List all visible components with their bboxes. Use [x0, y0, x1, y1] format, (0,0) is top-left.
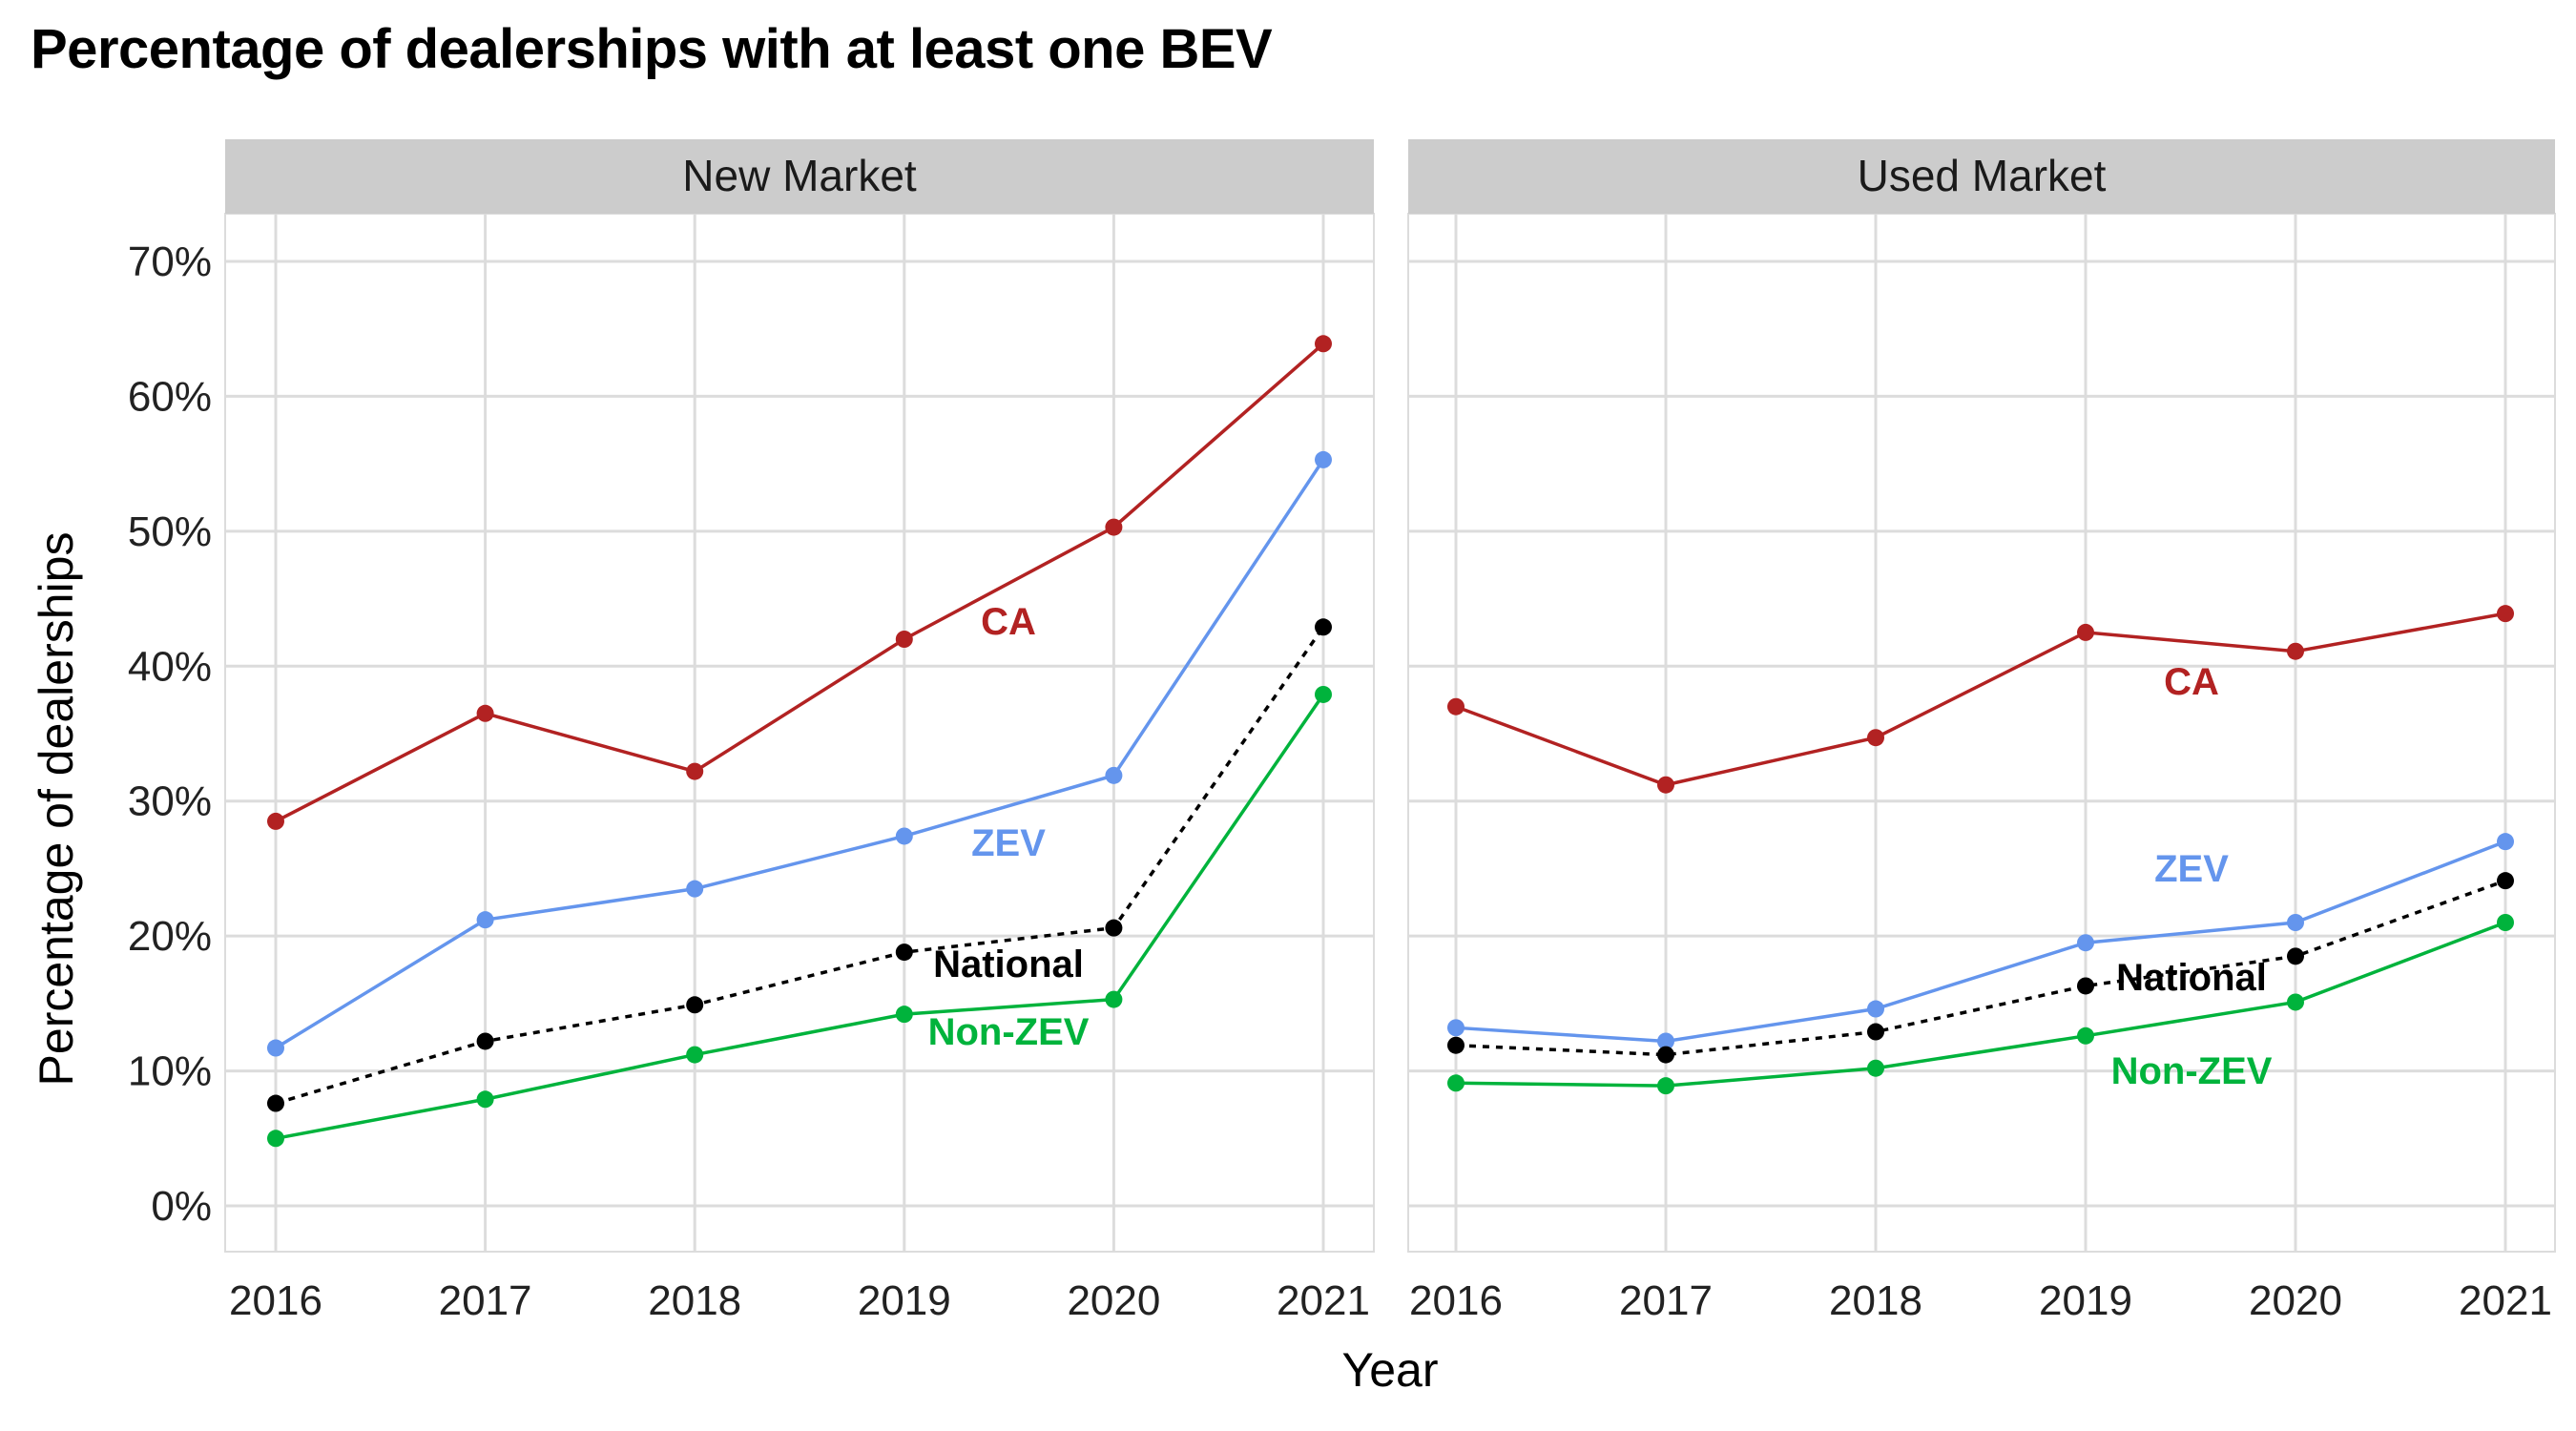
data-point-zev — [686, 880, 704, 898]
series-label-national: National — [2116, 957, 2267, 999]
data-point-national — [895, 944, 913, 962]
data-point-ca — [476, 704, 494, 722]
chart-title: Percentage of dealerships with at least … — [31, 18, 1273, 80]
series-label-zev: ZEV — [2154, 848, 2229, 890]
data-point-zev — [476, 911, 494, 929]
data-point-ca — [686, 762, 704, 780]
data-point-zev — [2287, 914, 2304, 931]
series-label-non-zev: Non-ZEV — [928, 1011, 1090, 1053]
series-label-ca: CA — [981, 601, 1036, 643]
panel-border — [1407, 213, 2556, 1253]
y-tick-label: 20% — [128, 913, 212, 960]
data-point-national — [1867, 1023, 1884, 1041]
data-point-non-zev — [1657, 1077, 1674, 1095]
panel-strip — [1408, 139, 2555, 214]
y-tick-label: 30% — [128, 778, 212, 825]
data-point-zev — [1105, 766, 1123, 784]
data-point-zev — [1867, 1000, 1884, 1018]
panel-strip — [225, 139, 1374, 214]
data-point-non-zev — [895, 1006, 913, 1024]
series-line-non-zev — [1455, 921, 2506, 1088]
data-point-national — [1315, 618, 1332, 636]
data-point-zev — [1315, 450, 1332, 468]
series-label-ca: CA — [2164, 661, 2219, 703]
data-point-non-zev — [2497, 914, 2514, 931]
data-point-ca — [1315, 335, 1332, 353]
series-line-ca — [1455, 612, 2506, 787]
data-point-non-zev — [476, 1090, 494, 1109]
panels: New Market 2016 2017 2018 2019 2020 2021 CA ZEV N… — [224, 139, 2556, 1324]
x-tick-label: 2019 — [858, 1277, 951, 1324]
data-point-ca — [2287, 642, 2304, 660]
x-tick-label: 2018 — [648, 1277, 741, 1324]
y-axis: 0% 10% 20% 30% 40% 50% 60% 70% — [128, 238, 212, 1230]
x-tick-label: 2020 — [1067, 1277, 1160, 1324]
data-point-national — [1447, 1036, 1465, 1054]
series-line-non-zev — [275, 693, 1325, 1141]
data-point-national — [1657, 1046, 1674, 1064]
data-point-non-zev — [1447, 1074, 1465, 1092]
y-tick-label: 40% — [128, 643, 212, 690]
data-point-national — [2287, 947, 2304, 965]
data-point-national — [1105, 919, 1123, 937]
x-tick-label: 2017 — [1619, 1277, 1713, 1324]
data-point-national — [2077, 977, 2094, 995]
data-point-national — [2497, 872, 2514, 890]
x-tick-label: 2018 — [1829, 1277, 1922, 1324]
x-tick-label: 2019 — [2039, 1277, 2132, 1324]
x-axis-title: Year — [1341, 1343, 1438, 1397]
y-tick-label: 70% — [128, 238, 212, 285]
y-axis-title: Percentage of dealerships — [30, 532, 83, 1087]
series-label-zev: ZEV — [971, 822, 1046, 864]
x-tick-label: 2017 — [439, 1277, 532, 1324]
series-line-national — [275, 626, 1325, 1106]
data-point-non-zev — [1867, 1059, 1884, 1077]
y-tick-label: 10% — [128, 1048, 212, 1095]
data-point-ca — [1447, 697, 1465, 716]
data-point-ca — [1657, 776, 1674, 794]
series-line-zev — [275, 458, 1325, 1050]
y-tick-label: 50% — [128, 508, 212, 555]
panel-border — [224, 213, 1375, 1253]
data-point-national — [476, 1032, 494, 1050]
x-tick-label: 2020 — [2249, 1277, 2342, 1324]
data-point-non-zev — [1315, 685, 1332, 703]
panel-strip-label: Used Market — [1858, 151, 2107, 200]
data-point-non-zev — [1105, 990, 1123, 1008]
data-point-zev — [1657, 1032, 1674, 1050]
data-point-zev — [895, 827, 913, 845]
data-point-zev — [267, 1039, 284, 1057]
y-tick-label: 60% — [128, 373, 212, 420]
series-label-non-zev: Non-ZEV — [2111, 1050, 2273, 1092]
data-point-non-zev — [686, 1046, 704, 1064]
panel-strip-label: New Market — [682, 151, 917, 200]
data-point-zev — [1447, 1019, 1465, 1037]
x-tick-label: 2016 — [229, 1277, 322, 1324]
data-point-ca — [1105, 518, 1123, 536]
series-line-zev — [1455, 840, 2506, 1044]
data-point-national — [267, 1094, 284, 1112]
data-point-national — [686, 996, 704, 1014]
data-point-non-zev — [2287, 993, 2304, 1011]
panel-new-market: New Market 2016 2017 2018 2019 2020 2021 CA ZEV N… — [224, 139, 1375, 1324]
y-tick-label: 0% — [151, 1183, 212, 1230]
panel-used-market: Used Market 2016 2017 2018 2019 2020 2021 CA ZEV… — [1407, 139, 2556, 1324]
series-line-ca — [275, 342, 1325, 823]
data-point-zev — [2077, 934, 2094, 952]
data-point-ca — [1867, 729, 1884, 747]
data-point-ca — [895, 631, 913, 648]
data-point-non-zev — [2077, 1027, 2094, 1045]
data-point-ca — [2497, 605, 2514, 623]
x-tick-label: 2021 — [2459, 1277, 2552, 1324]
data-point-zev — [2497, 833, 2514, 851]
data-point-non-zev — [267, 1130, 284, 1148]
series-line-national — [1455, 879, 2506, 1057]
data-point-ca — [267, 812, 284, 830]
x-tick-label: 2021 — [1277, 1277, 1370, 1324]
data-point-ca — [2077, 623, 2094, 641]
series-label-national: National — [933, 944, 1084, 985]
x-tick-label: 2016 — [1409, 1277, 1503, 1324]
